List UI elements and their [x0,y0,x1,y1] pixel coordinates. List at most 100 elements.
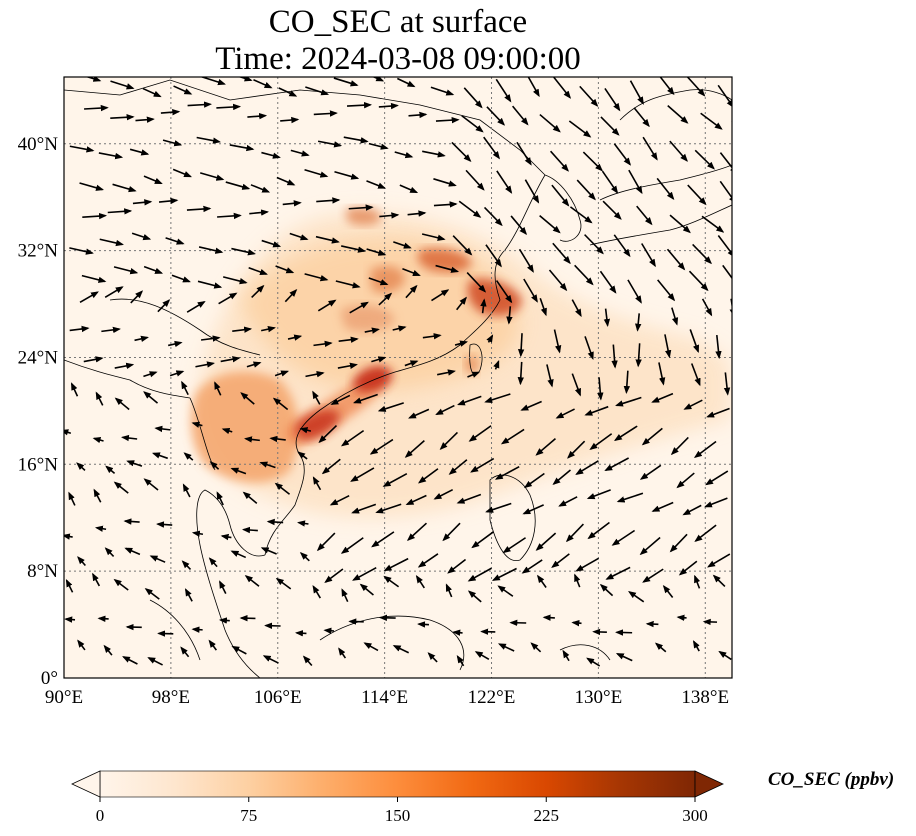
wind-arrow [340,429,365,447]
wind-arrow [77,556,86,567]
wind-arrow [712,574,726,588]
wind-arrow [689,329,700,354]
wind-arrow [368,277,389,286]
wind-arrow [191,530,204,537]
wind-arrow [393,241,412,249]
lon-tick-label: 90°E [45,687,83,708]
lat-tick-label: 8°N [27,561,58,582]
wind-arrow [654,642,667,653]
wind-arrow [694,149,715,170]
wind-arrow [467,567,492,582]
colorbar-tick-label: 0 [95,806,105,825]
wind-arrow [143,478,159,491]
colorbar-label: CO_SEC (ppbv) [768,769,895,790]
wind-arrow [442,522,461,542]
wind-arrow [144,588,160,600]
wind-arrow [510,215,528,236]
wind-arrow [417,468,439,484]
wind-arrow [497,585,514,597]
wind-arrow [436,369,456,376]
wind-arrow [378,102,399,110]
wind-arrow [421,233,446,241]
wind-arrow [452,235,473,256]
lat-tick-label: 32°N [18,241,59,262]
wind-arrow [694,574,701,589]
wind-arrow [347,101,373,109]
wind-arrow [366,248,387,256]
wind-arrow [171,274,191,283]
lon-tick-label: 98°E [152,687,190,708]
wind-arrow [167,340,183,348]
wind-arrow [705,470,729,486]
wind-arrow [379,212,400,219]
wind-arrow [558,496,578,507]
wind-arrow [304,168,329,178]
wind-arrow [535,437,556,456]
wind-arrow [180,646,190,658]
wind-arrow [181,560,192,571]
wind-arrow [315,235,340,244]
wind-arrow [160,108,181,116]
wind-arrow [451,141,472,162]
wind-arrow [246,361,262,368]
wind-arrow [289,232,309,241]
wind-arrow [567,440,586,459]
wind-arrow [523,278,538,303]
wind-arrow [64,429,72,436]
wind-arrow [249,209,269,216]
wind-arrow [405,284,418,299]
wind-arrow [69,325,90,333]
wind-arrow [110,114,135,121]
wind-arrow [201,77,226,86]
wind-arrow [435,264,460,273]
wind-arrow [316,197,341,204]
wind-arrow [639,464,662,480]
wind-arrow [183,452,194,461]
wind-arrow [274,370,290,377]
wind-arrow [456,493,482,504]
wind-arrow [405,494,427,506]
wind-arrow [471,531,494,549]
wind-arrow [452,629,463,636]
wind-arrow [122,656,138,665]
wind-arrow [343,136,369,144]
wind-arrow [676,614,687,621]
wind-arrow [633,107,650,128]
wind-arrow [244,436,260,443]
wind-arrow [82,212,108,220]
wind-arrow [396,77,416,88]
wind-arrow [530,642,542,653]
wind-arrow [584,405,609,416]
wind-arrow [338,647,347,659]
wind-arrow [216,103,242,111]
wind-arrow [368,142,389,150]
wind-arrow [240,392,255,405]
wind-arrow [182,483,191,498]
wind-arrow [447,558,467,574]
wind-arrow [615,653,633,662]
wind-arrow [181,380,189,396]
wind-arrow [237,77,253,82]
wind-arrow [568,120,592,138]
wind-arrow [208,557,218,568]
wind-arrow [522,504,544,515]
lon-tick-label: 106°E [254,687,302,708]
latitude-tick-labels: 0° 8°N 16°N 24°N 32°N 40°N [18,134,59,689]
wind-arrow [516,141,532,166]
wind-arrow [707,553,731,568]
wind-arrow [120,434,138,442]
wind-arrow [485,502,512,513]
wind-arrow [377,402,404,412]
wind-arrow [511,105,529,126]
wind-arrow [191,626,203,633]
wind-arrow [627,279,642,304]
wind-arrow [701,298,713,317]
wind-arrow [280,116,300,124]
wind-arrow [701,215,725,233]
wind-arrow [692,243,712,265]
wind-arrow [302,655,313,667]
wind-arrow [199,172,225,181]
wind-arrow [165,237,185,245]
wind-arrow [231,247,256,256]
wind-arrow [657,279,676,302]
